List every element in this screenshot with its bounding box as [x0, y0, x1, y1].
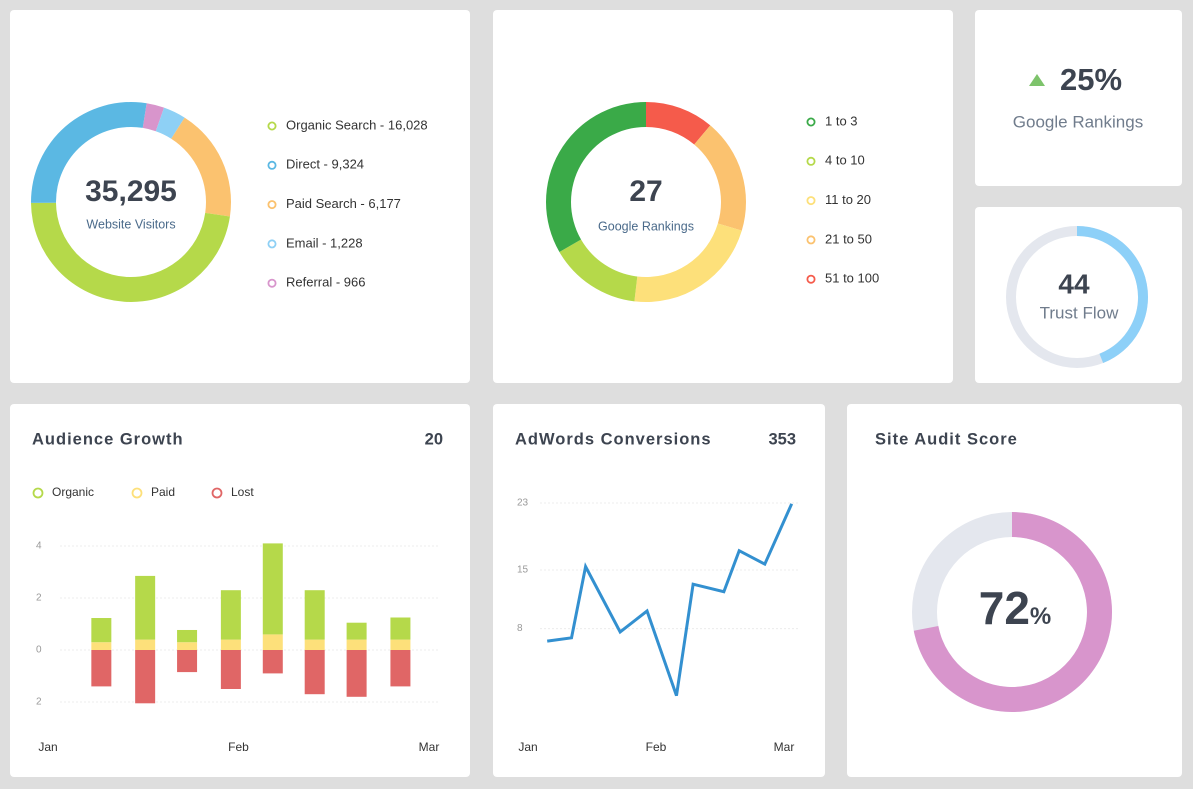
- bar-segment: [262, 543, 283, 635]
- x-tick-label: Feb: [646, 740, 667, 754]
- donut-slice: [559, 239, 638, 302]
- card-total: 353: [768, 430, 796, 448]
- center-value: 27: [629, 175, 662, 208]
- legend-marker: [131, 487, 143, 499]
- y-tick-label: 8: [517, 623, 523, 634]
- card-total: 20: [425, 430, 443, 448]
- legend-marker: [806, 196, 816, 206]
- stat-unit: %: [1094, 62, 1122, 97]
- donut-slice: [546, 102, 646, 252]
- x-tick-label: Jan: [518, 740, 537, 754]
- rankings-stat-card: [975, 10, 1182, 186]
- score-unit: %: [1030, 603, 1051, 630]
- x-tick-label: Feb: [228, 740, 249, 754]
- bar-segment: [304, 590, 325, 640]
- y-tick-label: 15: [517, 565, 529, 576]
- y-tick-label: 2: [36, 593, 42, 604]
- bar-segment: [135, 639, 156, 650]
- bar-segment: [346, 650, 367, 697]
- legend-marker: [211, 487, 223, 499]
- bar-segment: [135, 575, 156, 640]
- legend-marker: [806, 274, 816, 284]
- legend-label: 11 to 20: [825, 192, 871, 207]
- x-tick-label: Mar: [774, 740, 795, 754]
- donut-slice: [646, 102, 711, 145]
- legend-marker: [267, 200, 277, 210]
- donut-slice: [142, 103, 165, 132]
- legend-label: Paid: [151, 485, 175, 499]
- bar-segment: [390, 617, 411, 640]
- donut-slice: [31, 202, 230, 302]
- y-tick-label: 2: [36, 697, 42, 708]
- card-title: Site Audit Score: [875, 430, 1018, 448]
- trend-arrow: [1029, 74, 1045, 86]
- donut-slice: [694, 125, 746, 231]
- gauge-value: 44: [1058, 268, 1090, 299]
- center-value: 35,295: [85, 175, 177, 208]
- legend-label: Paid Search - 6,177: [286, 196, 401, 211]
- legend-label: Referral - 966: [286, 275, 365, 290]
- legend-marker: [267, 121, 277, 131]
- stat-number: 25: [1060, 62, 1094, 97]
- legend-label: 21 to 50: [825, 231, 872, 246]
- center-label: Google Rankings: [598, 219, 694, 233]
- legend-marker: [267, 160, 277, 170]
- donut-slice: [634, 223, 742, 302]
- legend-marker: [32, 487, 44, 499]
- audit-card: [847, 404, 1182, 777]
- legend-marker: [267, 239, 277, 249]
- bar-segment: [135, 650, 156, 704]
- y-tick-label: 4: [36, 541, 42, 552]
- donut-slice: [171, 117, 231, 217]
- gauge-arc: [1076, 226, 1148, 364]
- bar-segment: [91, 618, 112, 643]
- visitors-card: [10, 10, 470, 383]
- card-title: Audience Growth: [32, 430, 184, 448]
- bar-segment: [177, 650, 198, 673]
- legend-marker: [806, 117, 816, 127]
- bar-segment: [390, 650, 411, 687]
- y-tick-label: 23: [517, 498, 529, 509]
- bar-segment: [91, 650, 112, 687]
- bar-segment: [390, 639, 411, 650]
- adwords-card: [493, 404, 825, 777]
- legend-label: 1 to 3: [825, 113, 858, 128]
- bar-segment: [262, 634, 283, 650]
- score-value: 72%: [979, 582, 1052, 634]
- legend-marker: [806, 235, 816, 245]
- bar-segment: [262, 650, 283, 674]
- center-label: Website Visitors: [86, 217, 175, 231]
- donut-slice: [155, 107, 185, 139]
- bar-segment: [177, 642, 198, 650]
- stat-value: 25%: [1060, 62, 1122, 97]
- card-title: AdWords Conversions: [515, 430, 712, 448]
- bar-segment: [304, 639, 325, 650]
- y-tick-label: 0: [36, 645, 42, 656]
- donut-slice: [30, 102, 147, 203]
- legend-label: Email - 1,228: [286, 235, 363, 250]
- legend-label: 51 to 100: [825, 271, 879, 286]
- legend-marker: [806, 156, 816, 166]
- line-series: [546, 503, 794, 697]
- legend-label: Lost: [231, 485, 254, 499]
- bar-segment: [304, 650, 325, 695]
- legend-label: Organic: [52, 485, 94, 499]
- bar-segment: [91, 642, 112, 650]
- legend-label: 4 to 10: [825, 153, 865, 168]
- bar-segment: [346, 622, 367, 640]
- score-number: 72: [979, 582, 1030, 634]
- legend-marker: [267, 278, 277, 288]
- legend-label: Organic Search - 16,028: [286, 117, 428, 132]
- legend-label: Direct - 9,324: [286, 157, 364, 172]
- bar-segment: [220, 590, 241, 640]
- bar-segment: [177, 629, 198, 643]
- stat-label: Google Rankings: [1013, 112, 1143, 131]
- x-tick-label: Mar: [419, 740, 440, 754]
- x-tick-label: Jan: [38, 740, 57, 754]
- bar-segment: [220, 639, 241, 650]
- bar-segment: [346, 639, 367, 650]
- gauge-label: Trust Flow: [1040, 303, 1119, 322]
- bar-segment: [220, 650, 241, 689]
